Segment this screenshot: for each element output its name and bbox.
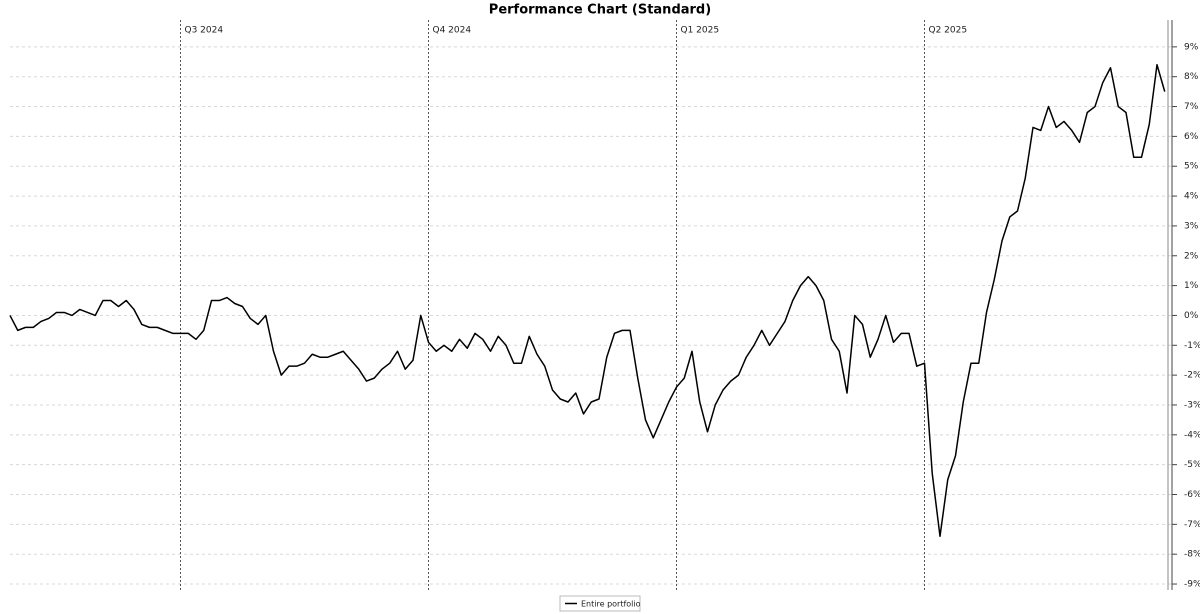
y-tick-label: -1% — [1184, 341, 1200, 351]
legend-box — [559, 595, 641, 612]
y-tick-label: -4% — [1184, 430, 1200, 440]
y-tick-label: 0% — [1184, 311, 1199, 321]
chart-title: Performance Chart (Standard) — [489, 3, 711, 18]
y-tick-label: 7% — [1184, 102, 1199, 112]
y-tick-label: -7% — [1184, 520, 1200, 530]
legend-label: Entire portfolio — [581, 600, 641, 609]
y-tick-label: -3% — [1184, 400, 1200, 410]
y-tick-label: 9% — [1184, 42, 1199, 52]
y-tick-label: -2% — [1184, 371, 1200, 381]
quarter-label: Q2 2025 — [929, 26, 968, 36]
y-tick-label: 4% — [1184, 192, 1199, 202]
y-tick-label: 8% — [1184, 72, 1199, 82]
y-tick-label: -9% — [1184, 580, 1200, 590]
y-tick-label: 2% — [1184, 251, 1199, 261]
y-tick-label: -6% — [1184, 490, 1200, 500]
y-tick-label: -5% — [1184, 460, 1200, 470]
y-tick-label: 5% — [1184, 162, 1199, 172]
y-tick-label: -8% — [1184, 550, 1200, 560]
quarter-label: Q4 2024 — [433, 26, 472, 36]
y-tick-label: 1% — [1184, 281, 1199, 291]
quarter-label: Q1 2025 — [681, 26, 720, 36]
quarter-label: Q3 2024 — [185, 26, 224, 36]
y-tick-label: 6% — [1184, 132, 1199, 142]
y-tick-label: 3% — [1184, 221, 1199, 231]
series-line — [9, 64, 1166, 538]
